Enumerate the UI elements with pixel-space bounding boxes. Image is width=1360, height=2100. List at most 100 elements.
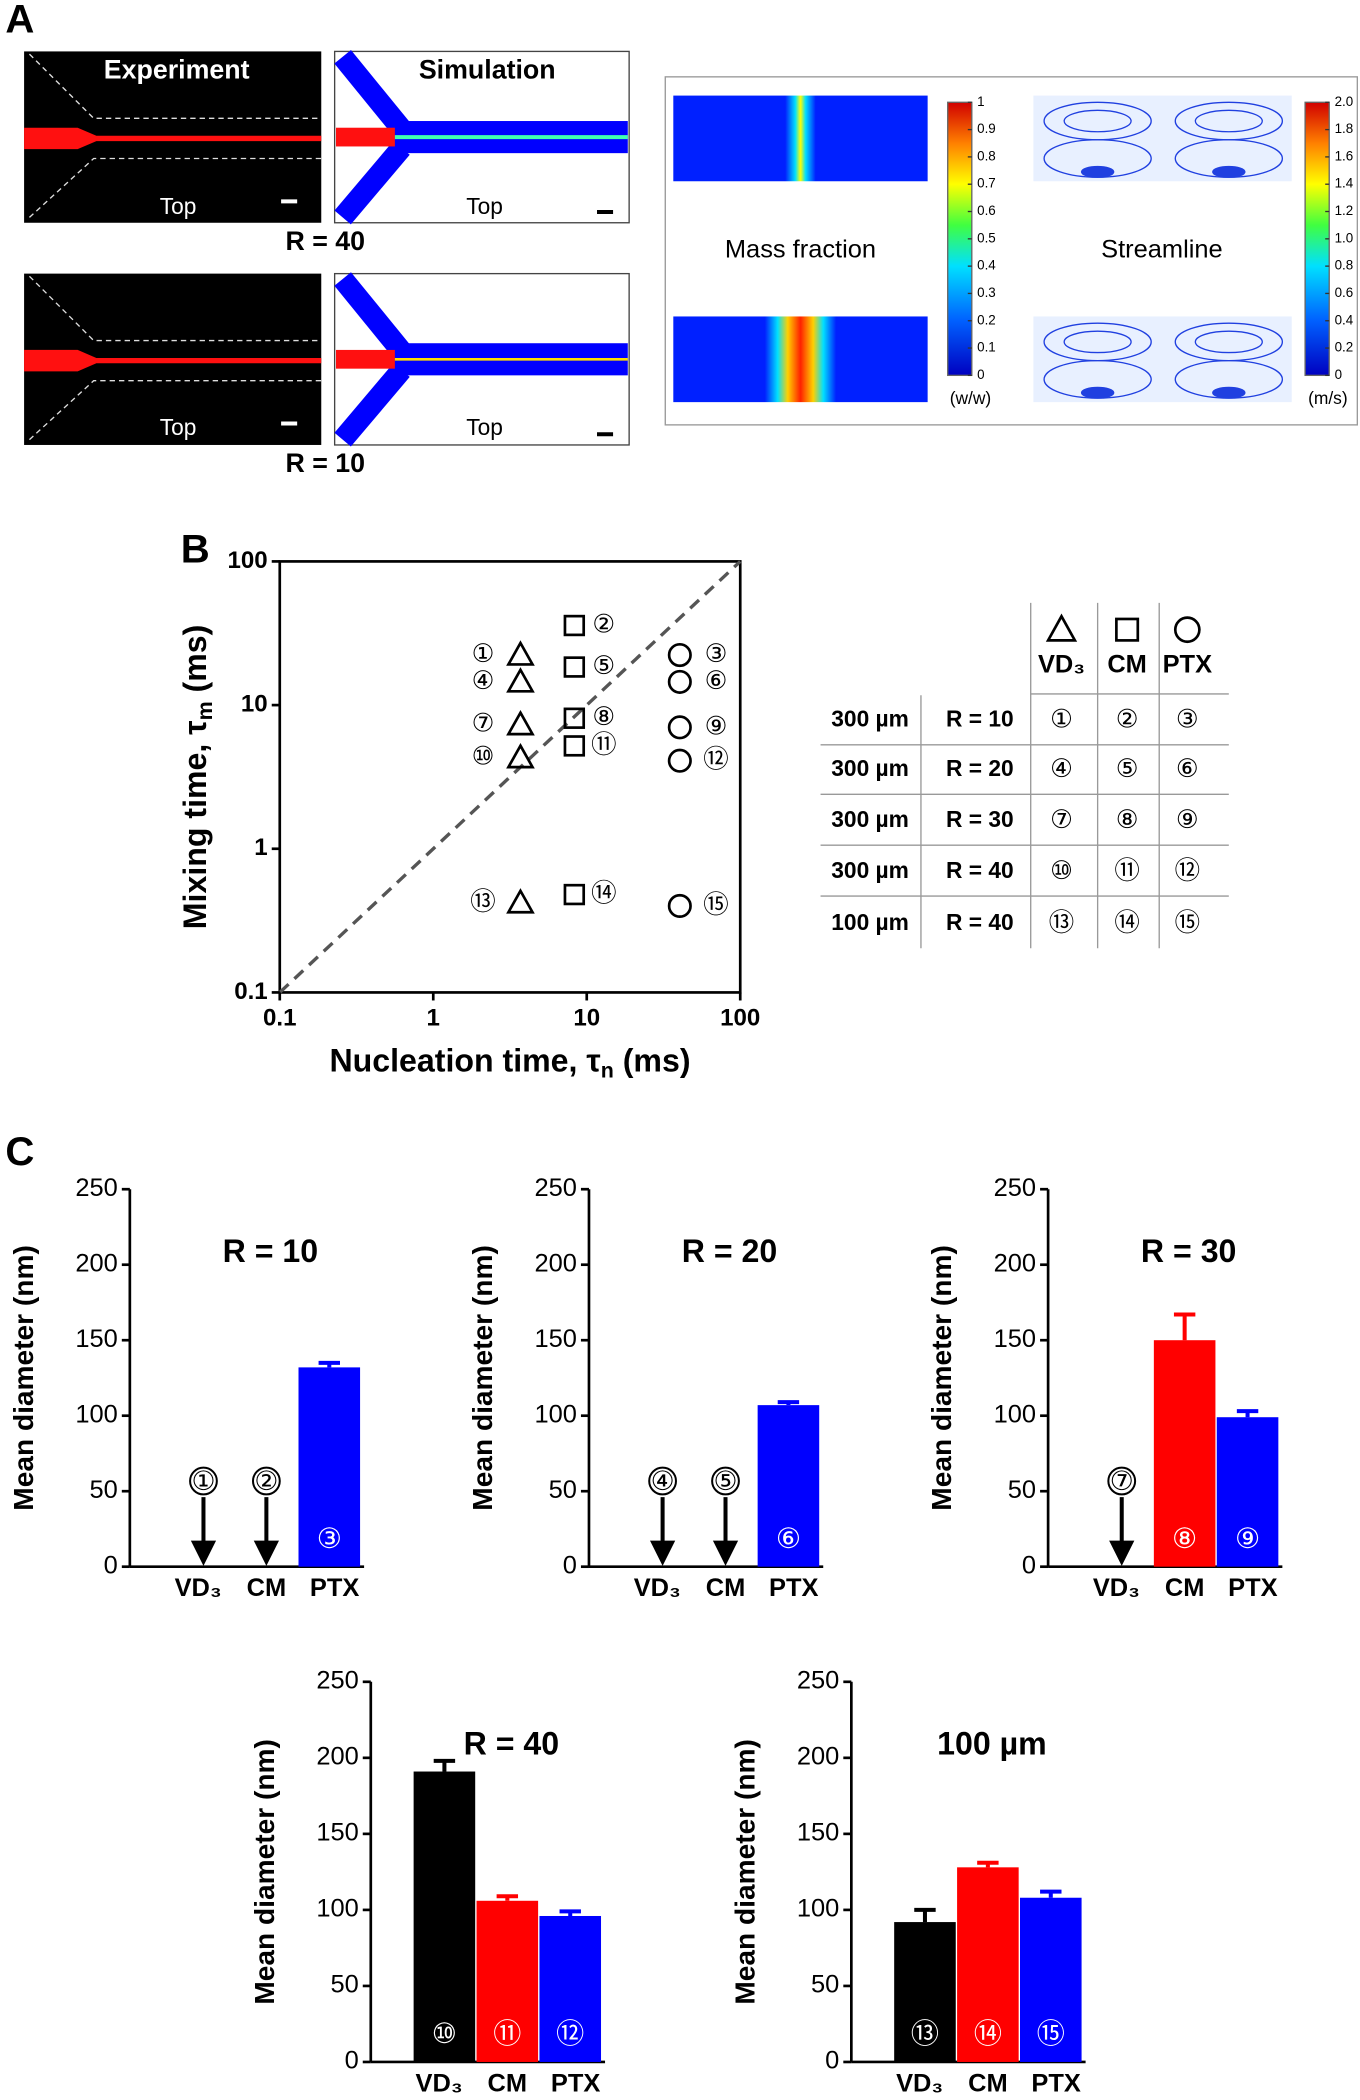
- bar-label: ⑬: [911, 2017, 939, 2050]
- point: [667, 748, 692, 773]
- x-tick-label: VD₃: [175, 1574, 222, 1602]
- table-cell: ⑩: [1050, 855, 1073, 885]
- y-tick-label: 200: [75, 1249, 117, 1277]
- y-tick-label: 250: [535, 1174, 577, 1202]
- ratio-label: R = 40: [285, 226, 365, 256]
- label-ring: [189, 1466, 218, 1496]
- table-cell: ①: [1050, 704, 1073, 734]
- bar: [757, 1405, 820, 1567]
- x-tick-label: CM: [1165, 1574, 1205, 1602]
- bar-label: ⑫: [556, 2017, 584, 2050]
- map-label: Streamline: [1101, 236, 1223, 264]
- arrow: [1109, 1497, 1135, 1566]
- arrow: [190, 1497, 217, 1566]
- experiment-top: [24, 51, 322, 223]
- table-cell: 300 µm: [831, 857, 909, 883]
- x-tick-label: CM: [488, 2069, 528, 2097]
- view-label: Top: [160, 414, 197, 440]
- label-part: (ms): [614, 1043, 691, 1079]
- point-label: ⑮: [703, 889, 728, 919]
- colorbar-tick-label: 1.2: [1335, 203, 1354, 218]
- colorbar-tick-label: 0.4: [1335, 312, 1354, 327]
- experiment-bottom: [24, 273, 322, 445]
- bar: [539, 1915, 602, 2062]
- x-tick-label: 0.1: [263, 1005, 296, 1032]
- colorbar-tick-label: 1.6: [1335, 148, 1354, 163]
- y-tick-label: 50: [549, 1476, 577, 1504]
- y-tick-label: 10: [241, 690, 268, 717]
- point: [563, 735, 586, 757]
- x-tick-label: CM: [706, 1574, 746, 1602]
- point-label: ⑤: [592, 650, 615, 680]
- error-bar: [1173, 1312, 1196, 1341]
- x-tick-label: PTX: [1031, 2069, 1080, 2097]
- mass-fraction-map: [673, 95, 928, 182]
- map-label: Mass fraction: [725, 236, 876, 264]
- y-axis-label: Mean diameter (nm): [467, 1245, 498, 1511]
- point: [667, 669, 692, 694]
- x-tick-label: 100: [720, 1005, 760, 1032]
- y-tick-label: 250: [797, 1667, 839, 1695]
- bar-label: ⑧: [1172, 1522, 1197, 1555]
- point-label: ⑨: [705, 710, 728, 740]
- colorbar-tick-label: 0.5: [977, 230, 996, 245]
- label-part: (ms): [178, 625, 214, 702]
- y-tick-label: 100: [797, 1895, 839, 1923]
- chart-title: R = 20: [682, 1233, 778, 1269]
- simulation-label: Simulation: [419, 55, 556, 85]
- colorbar-tick-label: 1: [977, 94, 984, 109]
- point-label: ⑭: [591, 878, 616, 908]
- bar-label: ⑭: [974, 2017, 1002, 2050]
- chart-title: R = 10: [223, 1233, 319, 1269]
- y-tick-label: 250: [75, 1174, 117, 1202]
- legend-label: PTX: [1163, 651, 1212, 679]
- label-ring: [251, 1466, 281, 1496]
- point: [563, 614, 586, 637]
- point: [563, 707, 586, 729]
- y-axis-label: Mean diameter (nm): [926, 1245, 957, 1511]
- colorbar-tick-label: 0: [1335, 367, 1342, 382]
- bar-label: ⑤: [714, 1466, 738, 1497]
- point: [506, 888, 535, 914]
- x-tick-label: 1: [427, 1005, 440, 1032]
- table-cell: 300 µm: [831, 806, 909, 832]
- error-bar: [914, 1907, 936, 1923]
- label-ring: [648, 1466, 677, 1496]
- table-cell: ⑤: [1116, 753, 1139, 783]
- bar-label: ⑨: [1235, 1522, 1260, 1555]
- table-cell: ⑧: [1116, 804, 1139, 834]
- y-tick-label: 100: [316, 1895, 358, 1923]
- y-tick-label: 100: [535, 1400, 577, 1428]
- point-label: ③: [705, 638, 728, 668]
- bar-label: ⑥: [776, 1522, 801, 1555]
- bar: [1153, 1340, 1216, 1567]
- x-tick-label: 10: [573, 1005, 600, 1032]
- y-tick-label: 0: [345, 2047, 359, 2075]
- x-tick-label: PTX: [310, 1574, 359, 1602]
- table-cell: ④: [1050, 753, 1073, 783]
- arrow: [253, 1497, 279, 1566]
- experiment-label: Experiment: [104, 55, 250, 85]
- y-axis-label: Mean diameter (nm): [249, 1739, 280, 2005]
- y-tick-label: 200: [316, 1743, 358, 1771]
- diagonal: [278, 560, 742, 994]
- table-cell: 300 µm: [831, 755, 909, 781]
- colorbar-tick-label: 0.6: [1335, 285, 1354, 300]
- x-tick-label: VD₃: [634, 1574, 681, 1602]
- y-tick-label: 0: [1022, 1551, 1036, 1579]
- error-bar: [318, 1360, 340, 1368]
- colorbar-unit: (m/s): [1308, 388, 1348, 408]
- table-cell: R = 40: [946, 909, 1014, 935]
- point: [506, 640, 535, 666]
- y-tick-label: 50: [90, 1476, 118, 1504]
- table-cell: ⑦: [1050, 804, 1073, 834]
- simulation-bottom: [333, 272, 630, 447]
- table-cell: ③: [1176, 704, 1199, 734]
- label-part: m: [193, 701, 217, 720]
- table-cell: R = 10: [946, 706, 1014, 732]
- table-cell: 100 µm: [831, 909, 909, 935]
- point: [667, 715, 692, 740]
- colorbar-tick-label: 0: [977, 367, 984, 382]
- point-label: ④: [472, 665, 495, 695]
- bar-label: ④: [651, 1466, 675, 1497]
